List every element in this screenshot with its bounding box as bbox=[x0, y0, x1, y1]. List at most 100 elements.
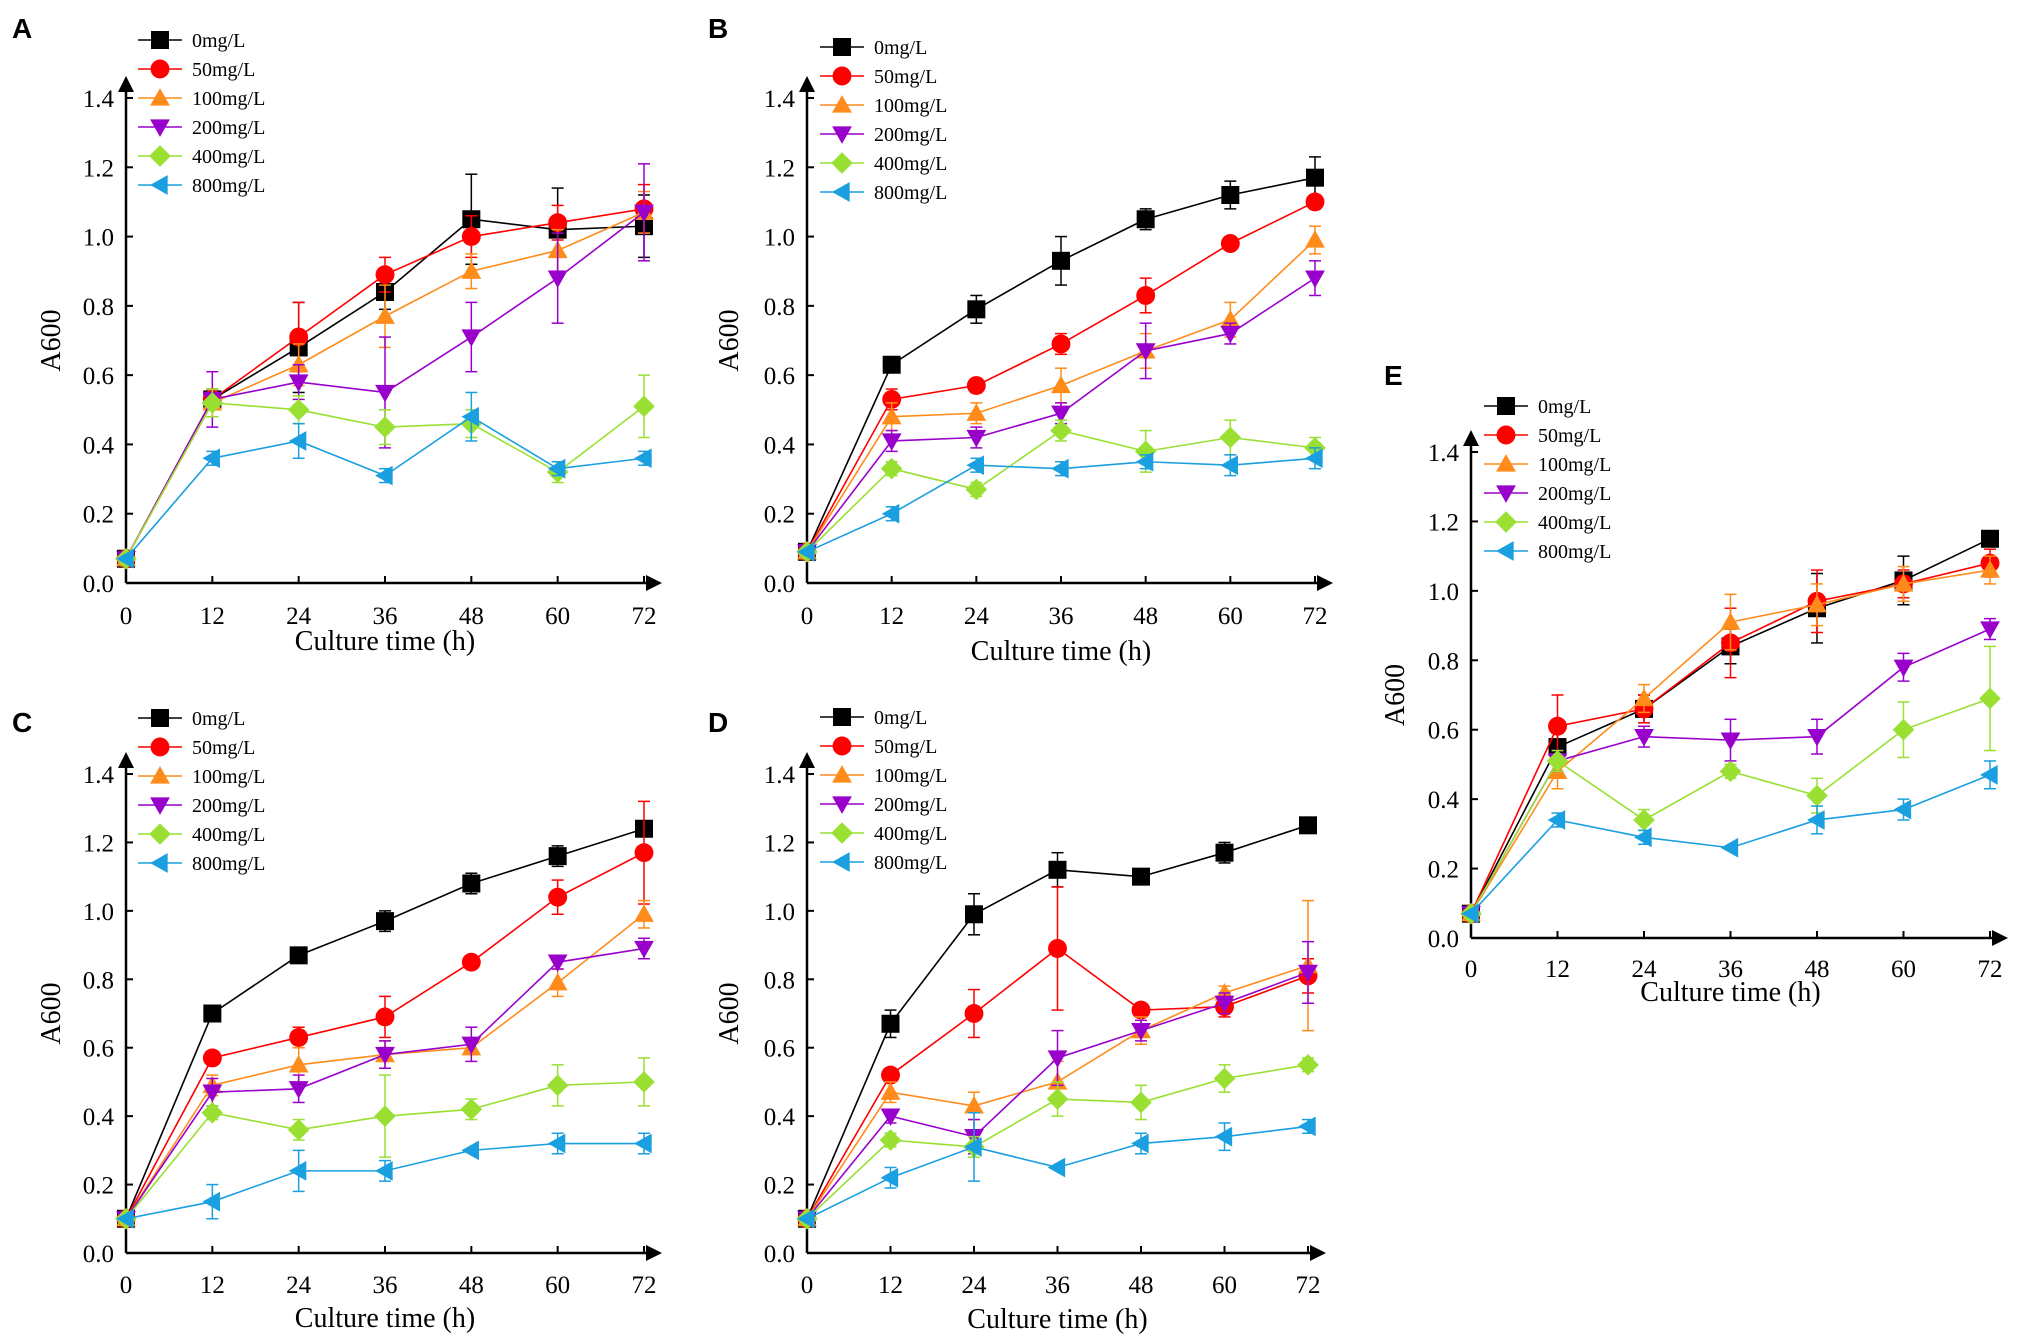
data-point bbox=[1720, 612, 1741, 630]
y-tick-label: 0.8 bbox=[83, 967, 114, 994]
x-tick-label: 60 bbox=[545, 1272, 570, 1299]
data-point bbox=[1305, 270, 1325, 289]
legend-marker bbox=[151, 709, 169, 727]
data-point bbox=[1051, 334, 1071, 354]
legend: 0mg/L 50mg/L 100mg/L 200mg/L 400mg/L 800mg/L bbox=[138, 30, 265, 197]
legend-marker bbox=[833, 708, 851, 726]
legend-marker bbox=[832, 95, 852, 113]
data-point bbox=[1893, 574, 1914, 592]
data-point bbox=[1893, 659, 1914, 678]
y-tick-label: 1.2 bbox=[764, 830, 795, 857]
y-axis-title: A600 bbox=[36, 309, 67, 371]
legend-label: 200mg/L bbox=[192, 795, 265, 817]
legend-marker bbox=[150, 59, 170, 79]
data-point bbox=[374, 1105, 396, 1127]
y-tick-label: 0.4 bbox=[764, 432, 796, 459]
x-axis-title: Culture time (h) bbox=[295, 1303, 475, 1334]
series-800mg-l bbox=[1461, 760, 1998, 924]
legend-label: 100mg/L bbox=[874, 765, 947, 787]
data-point bbox=[1050, 419, 1072, 442]
data-point bbox=[1306, 168, 1324, 187]
y-tick-label: 1.4 bbox=[1428, 440, 1460, 467]
data-point bbox=[1305, 192, 1325, 212]
data-point bbox=[375, 1046, 395, 1065]
y-axis-arrow bbox=[118, 76, 134, 92]
data-point bbox=[634, 448, 652, 469]
series-800mg-l bbox=[116, 1132, 652, 1229]
x-tick-label: 72 bbox=[632, 1272, 657, 1299]
legend-marker bbox=[150, 88, 170, 106]
data-point bbox=[1135, 343, 1156, 361]
series-200mg-l bbox=[116, 163, 654, 569]
data-point bbox=[461, 406, 479, 427]
data-point bbox=[1719, 760, 1742, 783]
data-point bbox=[881, 406, 902, 425]
data-point bbox=[634, 843, 654, 863]
x-axis-arrow bbox=[1310, 1245, 1326, 1261]
data-point bbox=[1980, 621, 2000, 639]
data-point bbox=[289, 1028, 309, 1047]
data-point bbox=[1893, 799, 1912, 820]
data-point bbox=[1051, 405, 1071, 424]
x-tick-label: 36 bbox=[373, 603, 398, 630]
data-point bbox=[1051, 375, 1071, 394]
data-point bbox=[964, 1137, 982, 1157]
data-point bbox=[881, 433, 902, 451]
data-point bbox=[634, 904, 654, 922]
data-point bbox=[547, 954, 568, 973]
legend-marker bbox=[1496, 485, 1516, 503]
data-point bbox=[967, 300, 986, 319]
data-point bbox=[1299, 816, 1317, 835]
series-400mg-l bbox=[115, 1057, 655, 1230]
data-point bbox=[1633, 809, 1655, 831]
y-tick-label: 0.0 bbox=[83, 571, 114, 598]
legend-marker bbox=[1496, 454, 1516, 472]
legend-label: 200mg/L bbox=[874, 794, 947, 816]
x-tick-label: 12 bbox=[200, 603, 225, 630]
panel-letter: C bbox=[12, 707, 32, 738]
data-point bbox=[1047, 1157, 1066, 1178]
legend-label: 100mg/L bbox=[874, 95, 947, 117]
y-axis-arrow bbox=[1463, 430, 1479, 446]
legend-marker bbox=[832, 765, 852, 783]
data-point bbox=[634, 940, 654, 959]
data-point bbox=[881, 1065, 900, 1085]
series-800mg-l bbox=[797, 1111, 1316, 1229]
data-point bbox=[964, 1004, 984, 1023]
data-point bbox=[375, 1007, 395, 1027]
y-tick-label: 1.0 bbox=[83, 225, 114, 252]
y-tick-label: 0.0 bbox=[1428, 926, 1459, 953]
data-point bbox=[1807, 729, 1827, 747]
y-tick-label: 0.2 bbox=[83, 1173, 114, 1200]
data-point bbox=[1807, 594, 1827, 613]
x-tick-label: 12 bbox=[879, 603, 904, 630]
legend-label: 200mg/L bbox=[1538, 483, 1611, 505]
legend-marker bbox=[832, 66, 852, 86]
data-point bbox=[548, 847, 567, 866]
x-tick-label: 12 bbox=[878, 1272, 903, 1299]
panel-a: A 0 12 24 36 48 60 72 0.0 0.2 0.4 0.6 0.8 1.0 1.2 1.4 Cu… bbox=[12, 13, 662, 657]
data-point bbox=[1215, 843, 1234, 862]
data-point bbox=[966, 429, 987, 448]
x-tick-label: 24 bbox=[1632, 956, 1658, 983]
x-tick-label: 48 bbox=[1133, 603, 1158, 630]
y-tick-label: 0.0 bbox=[764, 571, 795, 598]
data-point bbox=[461, 329, 482, 347]
legend-marker bbox=[832, 736, 852, 756]
data-point bbox=[797, 1208, 815, 1229]
series-800mg-l bbox=[797, 447, 1323, 562]
legend-marker bbox=[150, 175, 168, 195]
data-point bbox=[966, 403, 987, 421]
data-point bbox=[1131, 1022, 1151, 1041]
y-tick-label: 1.0 bbox=[83, 899, 114, 926]
x-tick-label: 60 bbox=[1891, 956, 1916, 983]
series-0mg-l bbox=[798, 816, 1317, 1228]
x-tick-label: 60 bbox=[1218, 603, 1243, 630]
y-axis-title: A600 bbox=[1380, 664, 1411, 726]
data-point bbox=[288, 374, 309, 392]
y-tick-label: 1.2 bbox=[1428, 509, 1459, 536]
y-tick-label: 0.6 bbox=[83, 1036, 114, 1063]
x-axis-arrow bbox=[646, 575, 662, 591]
legend-marker bbox=[150, 737, 170, 757]
